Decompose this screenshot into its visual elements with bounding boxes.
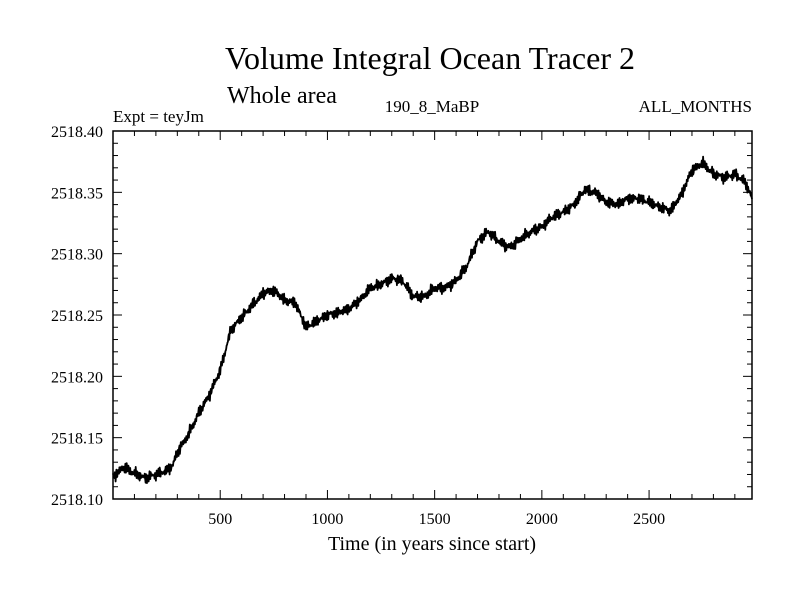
annotation-expt: Expt = teyJm xyxy=(113,107,204,126)
y-tick-label: 2518.20 xyxy=(51,369,103,386)
x-tick-label: 1500 xyxy=(419,511,451,528)
plot-area: 500 1000 1500 2000 2500 2518.10 2518.15 2518.2… xyxy=(51,124,753,528)
chart-subtitle: Whole area xyxy=(227,83,337,109)
annotation-center: 190_8_MaBP xyxy=(385,97,479,116)
annotation-months: ALL_MONTHS xyxy=(639,97,752,116)
y-axis: 2518.10 2518.15 2518.20 2518.25 2518.30 2518.… xyxy=(51,124,752,509)
y-tick-label: 2518.25 xyxy=(51,308,103,325)
y-tick-label: 2518.10 xyxy=(51,492,103,509)
x-tick-label: 2500 xyxy=(633,511,665,528)
x-tick-label: 2000 xyxy=(526,511,558,528)
plot-frame xyxy=(112,130,753,500)
x-tick-label: 500 xyxy=(208,511,232,528)
y-tick-label: 2518.15 xyxy=(51,431,103,448)
x-axis-label: Time (in years since start) xyxy=(328,533,536,555)
y-tick-label: 2518.30 xyxy=(51,247,103,264)
y-tick-label: 2518.40 xyxy=(51,124,103,141)
chart-title: Volume Integral Ocean Tracer 2 xyxy=(225,40,635,76)
series-line xyxy=(112,155,753,484)
x-axis: 500 1000 1500 2000 2500 xyxy=(133,131,736,528)
x-tick-label: 1000 xyxy=(311,511,343,528)
y-tick-label: 2518.35 xyxy=(51,185,103,202)
